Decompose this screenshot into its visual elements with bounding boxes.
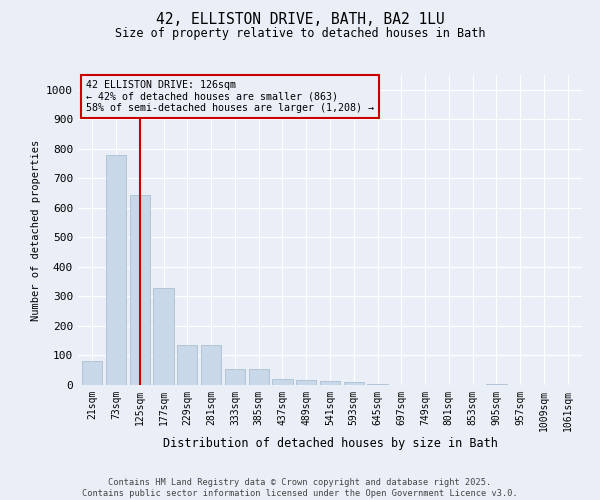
X-axis label: Distribution of detached houses by size in Bath: Distribution of detached houses by size … (163, 436, 497, 450)
Bar (367, 384, 388, 385)
Bar (248, 369, 269, 385)
Bar (296, 380, 316, 385)
Bar (272, 378, 293, 385)
Text: Contains HM Land Registry data © Crown copyright and database right 2025.
Contai: Contains HM Land Registry data © Crown c… (82, 478, 518, 498)
Text: 42 ELLISTON DRIVE: 126sqm
← 42% of detached houses are smaller (863)
58% of semi: 42 ELLISTON DRIVE: 126sqm ← 42% of detac… (86, 80, 374, 113)
Text: Size of property relative to detached houses in Bath: Size of property relative to detached ho… (115, 28, 485, 40)
Bar (106, 154, 126, 385)
Bar (201, 345, 221, 385)
Y-axis label: Number of detached properties: Number of detached properties (31, 140, 41, 320)
Bar (225, 369, 245, 385)
Bar (487, 384, 506, 385)
Bar (154, 288, 173, 385)
Bar (82, 361, 103, 385)
Bar (130, 194, 150, 385)
Bar (320, 381, 340, 385)
Bar (344, 382, 364, 385)
Bar (177, 345, 197, 385)
Text: 42, ELLISTON DRIVE, BATH, BA2 1LU: 42, ELLISTON DRIVE, BATH, BA2 1LU (155, 12, 445, 28)
